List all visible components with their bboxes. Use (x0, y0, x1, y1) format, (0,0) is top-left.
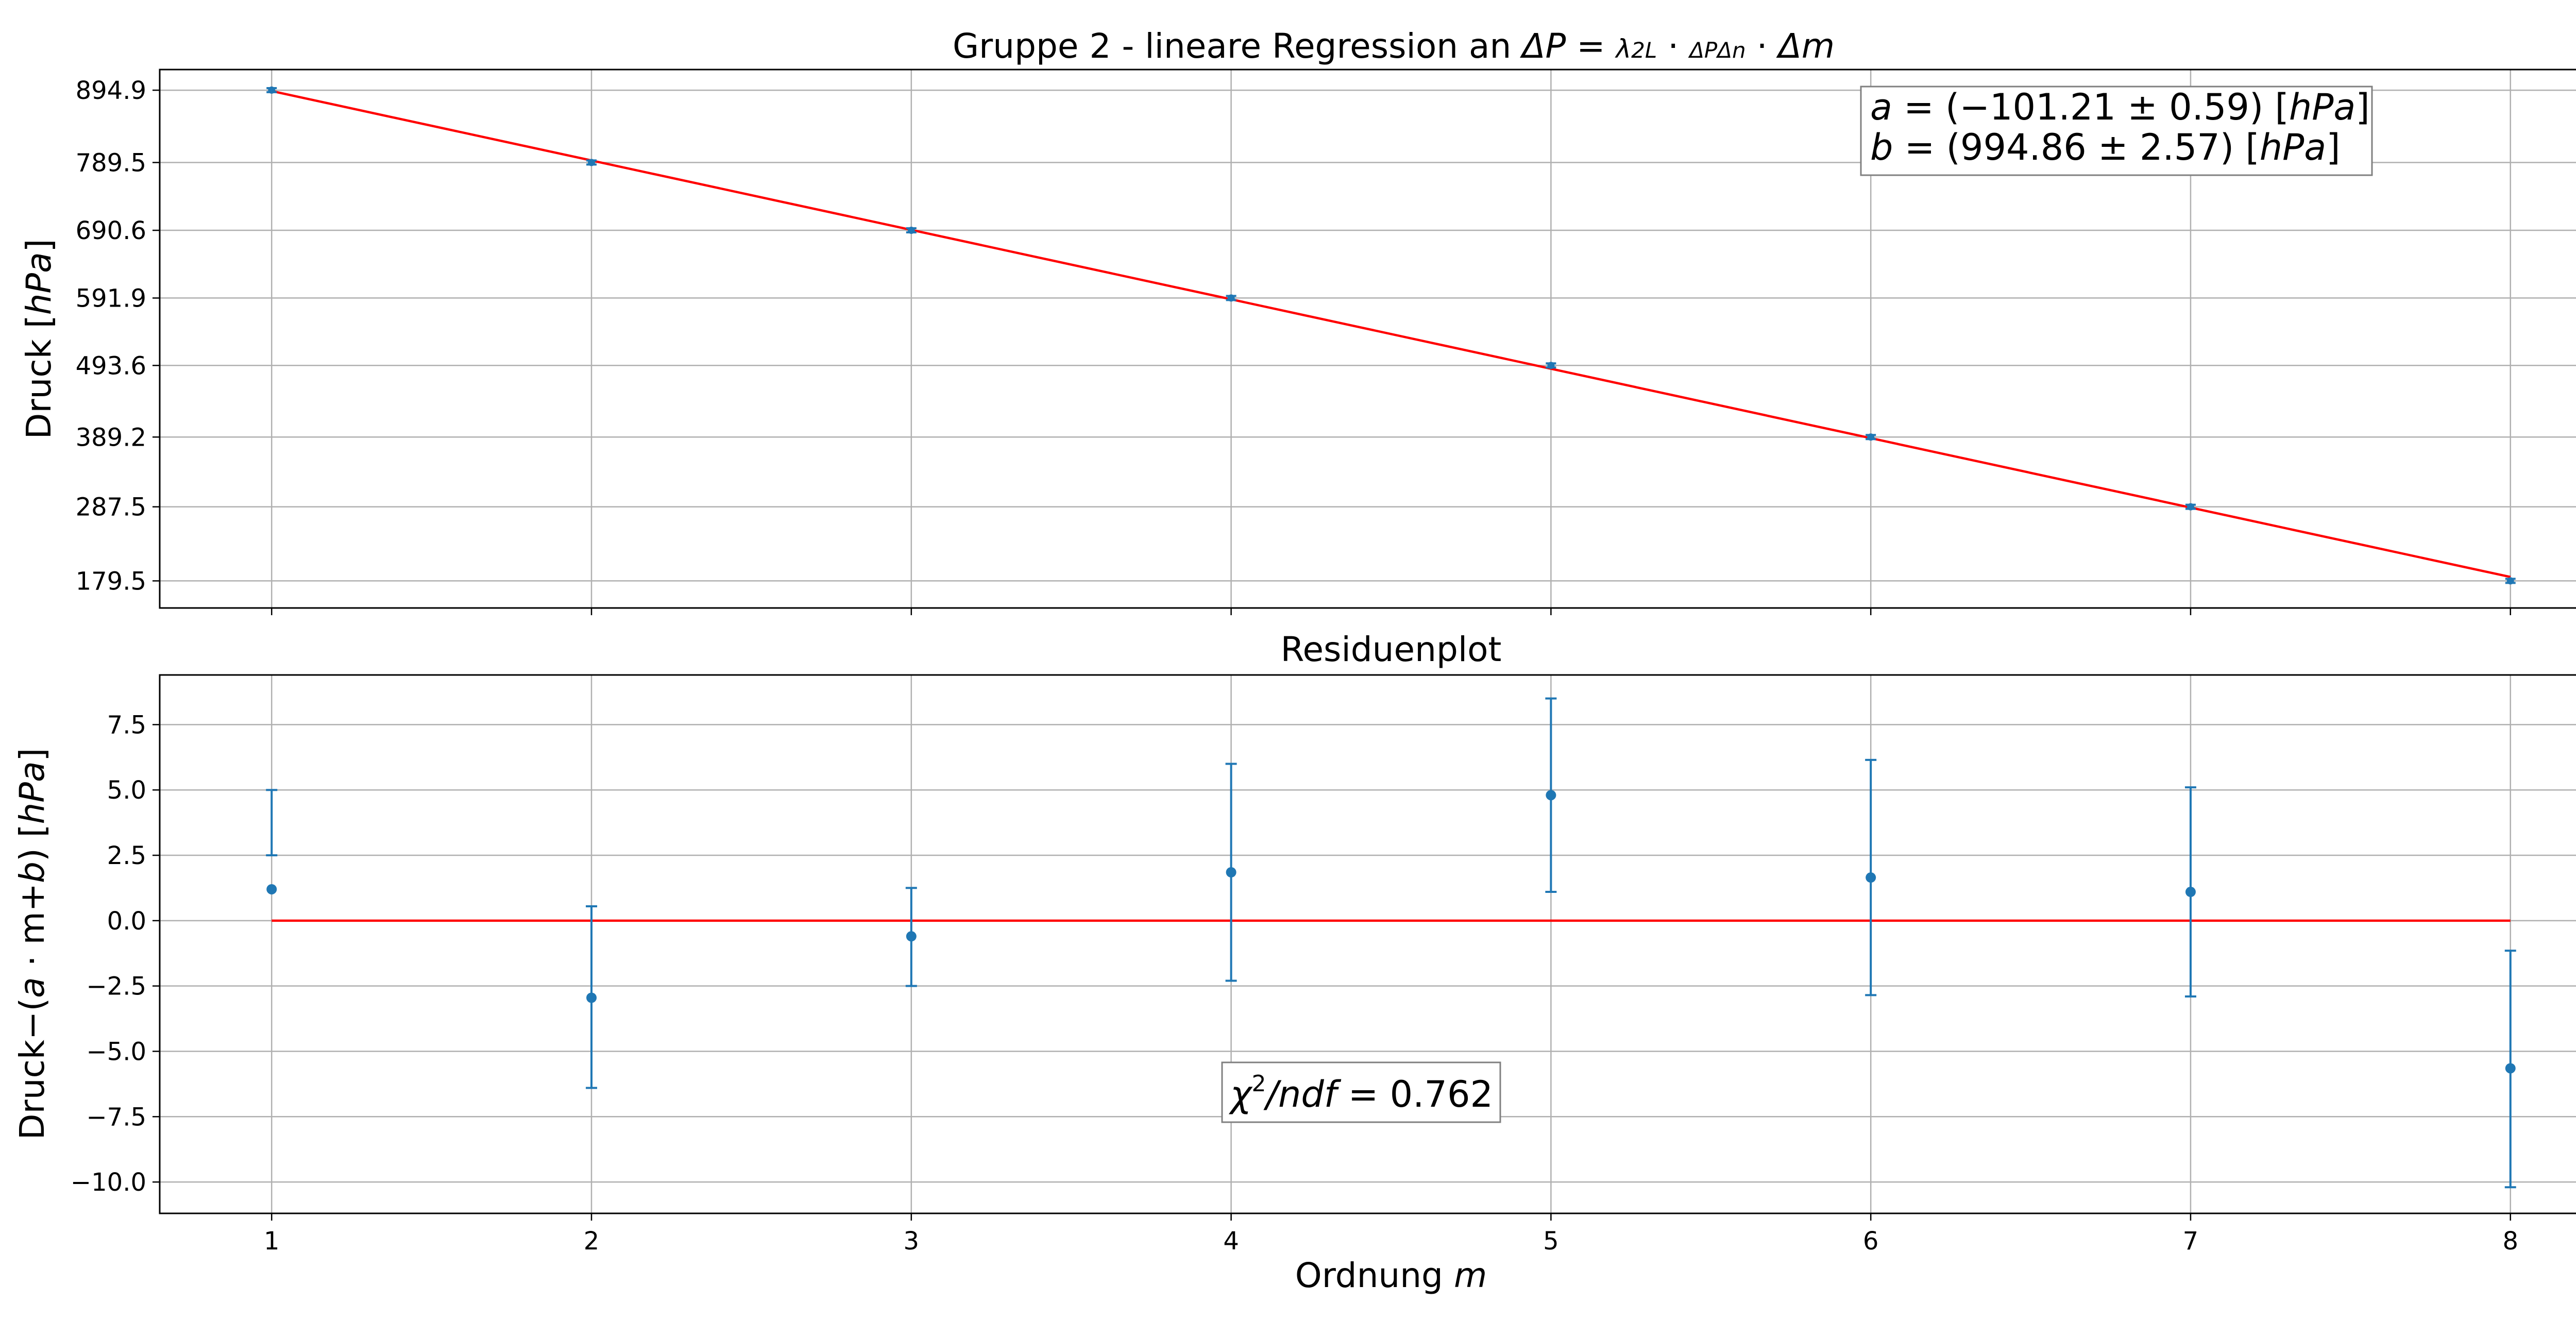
data-point (2185, 503, 2196, 511)
x-tick-label: 3 (904, 1227, 920, 1256)
residual-point (2184, 786, 2196, 997)
bottom-y-tick-label: −5.0 (86, 1037, 146, 1066)
bottom-ticks: 1 2 3 4 5 6 7 8 −10.0 −7.5 −5.0 −2.5 0.0 2.5 5.0 7.5 (71, 711, 2518, 1256)
residual-marker (586, 992, 597, 1003)
top-points (266, 86, 2516, 585)
x-tick-label: 2 (584, 1227, 600, 1256)
top-y-tick-label: 690.6 (76, 216, 146, 245)
data-point (1866, 433, 1876, 441)
fit-parameter-b: b = (994.86 ± 2.57) [hPa] (1870, 126, 2341, 168)
residual-point (905, 887, 917, 987)
residual-point (1225, 763, 1237, 982)
bottom-y-tick-label: 0.0 (107, 907, 146, 936)
x-tick-label: 7 (2183, 1227, 2199, 1256)
fit-parameters-box: a = (−101.21 ± 0.59) [hPa] b = (994.86 ±… (1860, 86, 2373, 176)
x-axis-label: Ordnung m (1295, 1256, 1487, 1295)
data-point (266, 86, 277, 94)
data-point-marker (2187, 503, 2194, 511)
residual-panel: 1 2 3 4 5 6 7 8 −10.0 −7.5 −5.0 −2.5 0.0 2.5 5.0 7.5 Re… (12, 630, 2576, 1295)
fit-line-group (271, 90, 2511, 579)
top-y-axis-label: Druck [hPa] (19, 239, 59, 439)
top-y-tick-label: 789.5 (76, 148, 146, 177)
residual-marker (1866, 872, 1876, 883)
data-point (1226, 294, 1236, 302)
data-point-marker (588, 159, 596, 166)
x-tick-label: 5 (1543, 1227, 1559, 1256)
fit-parameter-a: a = (−101.21 ± 0.59) [hPa] (1870, 86, 2370, 128)
bottom-y-tick-label: −2.5 (86, 972, 146, 1001)
top-axes-frame (159, 69, 2576, 609)
fit-line (271, 90, 2511, 579)
top-ticks: 179.5 287.5 389.2 493.6 591.9 690.6 789.5 894.9 (76, 76, 2511, 615)
bottom-y-tick-label: −7.5 (86, 1103, 146, 1131)
residual-marker (1546, 790, 1556, 801)
bottom-y-tick-label: 2.5 (107, 841, 146, 870)
chi-square-value: χ2/ndf = 0.762 (1228, 1071, 1493, 1115)
data-point-marker (907, 227, 915, 234)
top-y-tick-label: 179.5 (76, 567, 146, 596)
data-point-marker (1867, 433, 1875, 441)
top-y-tick-label: 287.5 (76, 493, 146, 522)
bottom-y-tick-label: 5.0 (107, 776, 146, 805)
residual-points (266, 697, 2516, 1189)
residual-marker (2505, 1063, 2516, 1074)
chart-title: Gruppe 2 - lineare Regression an ΔP = λ2… (953, 26, 1835, 66)
residual-marker (906, 931, 917, 942)
data-point-marker (1547, 362, 1555, 369)
x-tick-label: 1 (264, 1227, 280, 1256)
residual-point (1545, 697, 1557, 893)
data-point (2505, 577, 2516, 585)
residual-marker (266, 884, 277, 894)
bottom-axes-frame (159, 674, 2576, 1214)
x-tick-label: 4 (1223, 1227, 1239, 1256)
data-point-marker (2506, 577, 2514, 585)
residual-marker (1226, 867, 1236, 877)
top-y-tick-label: 894.9 (76, 76, 146, 105)
residual-point (2504, 950, 2516, 1189)
data-point (586, 159, 597, 166)
chi-square-box: χ2/ndf = 0.762 (1221, 1061, 1501, 1123)
data-point (1546, 362, 1556, 369)
regression-panel: 179.5 287.5 389.2 493.6 591.9 690.6 789.5 894.9… (19, 26, 2576, 615)
residual-y-axis-label: Druck−(a · m+b) [hPa] (12, 748, 52, 1140)
top-y-tick-label: 493.6 (76, 351, 146, 380)
top-y-tick-label: 389.2 (76, 423, 146, 452)
top-y-tick-label: 591.9 (76, 284, 146, 313)
bottom-y-tick-label: −10.0 (71, 1168, 146, 1197)
residual-marker (2185, 887, 2196, 898)
data-point (906, 227, 917, 234)
top-grid (160, 70, 2576, 608)
data-point-marker (1227, 294, 1235, 302)
residual-point (1865, 758, 1877, 996)
residual-title: Residuenplot (1281, 630, 1502, 669)
data-point-marker (268, 86, 276, 94)
x-tick-label: 6 (1863, 1227, 1879, 1256)
bottom-y-tick-label: 7.5 (107, 711, 146, 739)
x-tick-label: 8 (2502, 1227, 2518, 1256)
residual-point (266, 789, 278, 894)
residual-point (586, 905, 598, 1089)
